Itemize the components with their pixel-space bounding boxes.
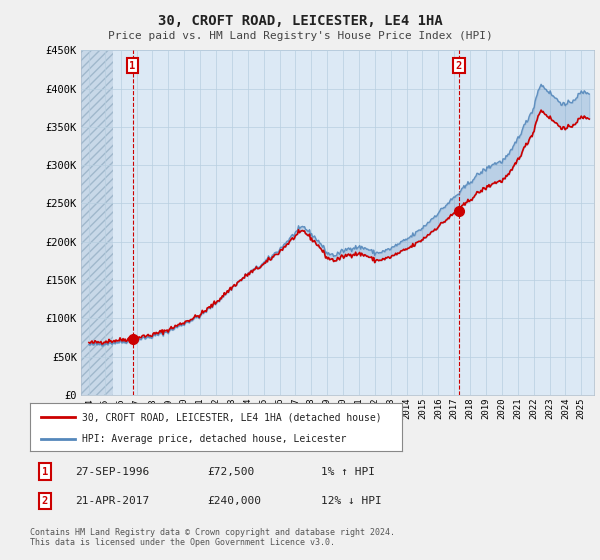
- Text: 1% ↑ HPI: 1% ↑ HPI: [321, 466, 375, 477]
- Text: £240,000: £240,000: [207, 496, 261, 506]
- Text: 1: 1: [130, 60, 136, 71]
- Text: £72,500: £72,500: [207, 466, 254, 477]
- Text: Price paid vs. HM Land Registry's House Price Index (HPI): Price paid vs. HM Land Registry's House …: [107, 31, 493, 41]
- Text: 30, CROFT ROAD, LEICESTER, LE4 1HA (detached house): 30, CROFT ROAD, LEICESTER, LE4 1HA (deta…: [82, 413, 382, 422]
- Text: 12% ↓ HPI: 12% ↓ HPI: [321, 496, 382, 506]
- Text: 1: 1: [42, 466, 48, 477]
- Text: 21-APR-2017: 21-APR-2017: [75, 496, 149, 506]
- Bar: [81, 50, 113, 395]
- Text: Contains HM Land Registry data © Crown copyright and database right 2024.
This d: Contains HM Land Registry data © Crown c…: [30, 528, 395, 547]
- Text: 2: 2: [42, 496, 48, 506]
- Text: HPI: Average price, detached house, Leicester: HPI: Average price, detached house, Leic…: [82, 434, 346, 444]
- Text: 30, CROFT ROAD, LEICESTER, LE4 1HA: 30, CROFT ROAD, LEICESTER, LE4 1HA: [158, 14, 442, 28]
- Text: 2: 2: [456, 60, 462, 71]
- Text: 27-SEP-1996: 27-SEP-1996: [75, 466, 149, 477]
